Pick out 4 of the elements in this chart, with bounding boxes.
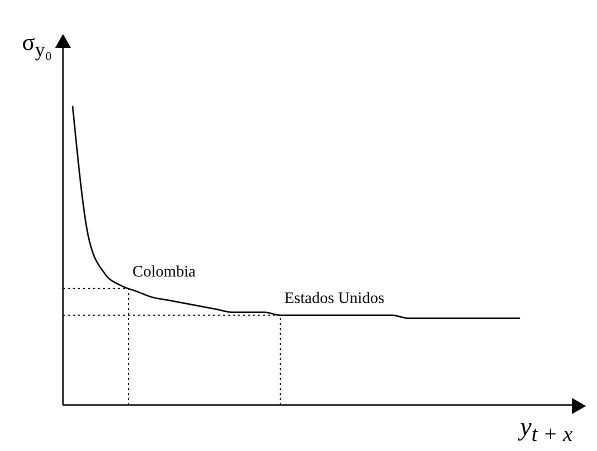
y-axis-title: σ$_{y₀}$ [22, 30, 52, 62]
ref-line-label: Colombia [132, 263, 196, 280]
ref-line-label: Estados Unidos [284, 290, 384, 308]
x-axis-title: y$_{t + x}$ [520, 412, 573, 448]
